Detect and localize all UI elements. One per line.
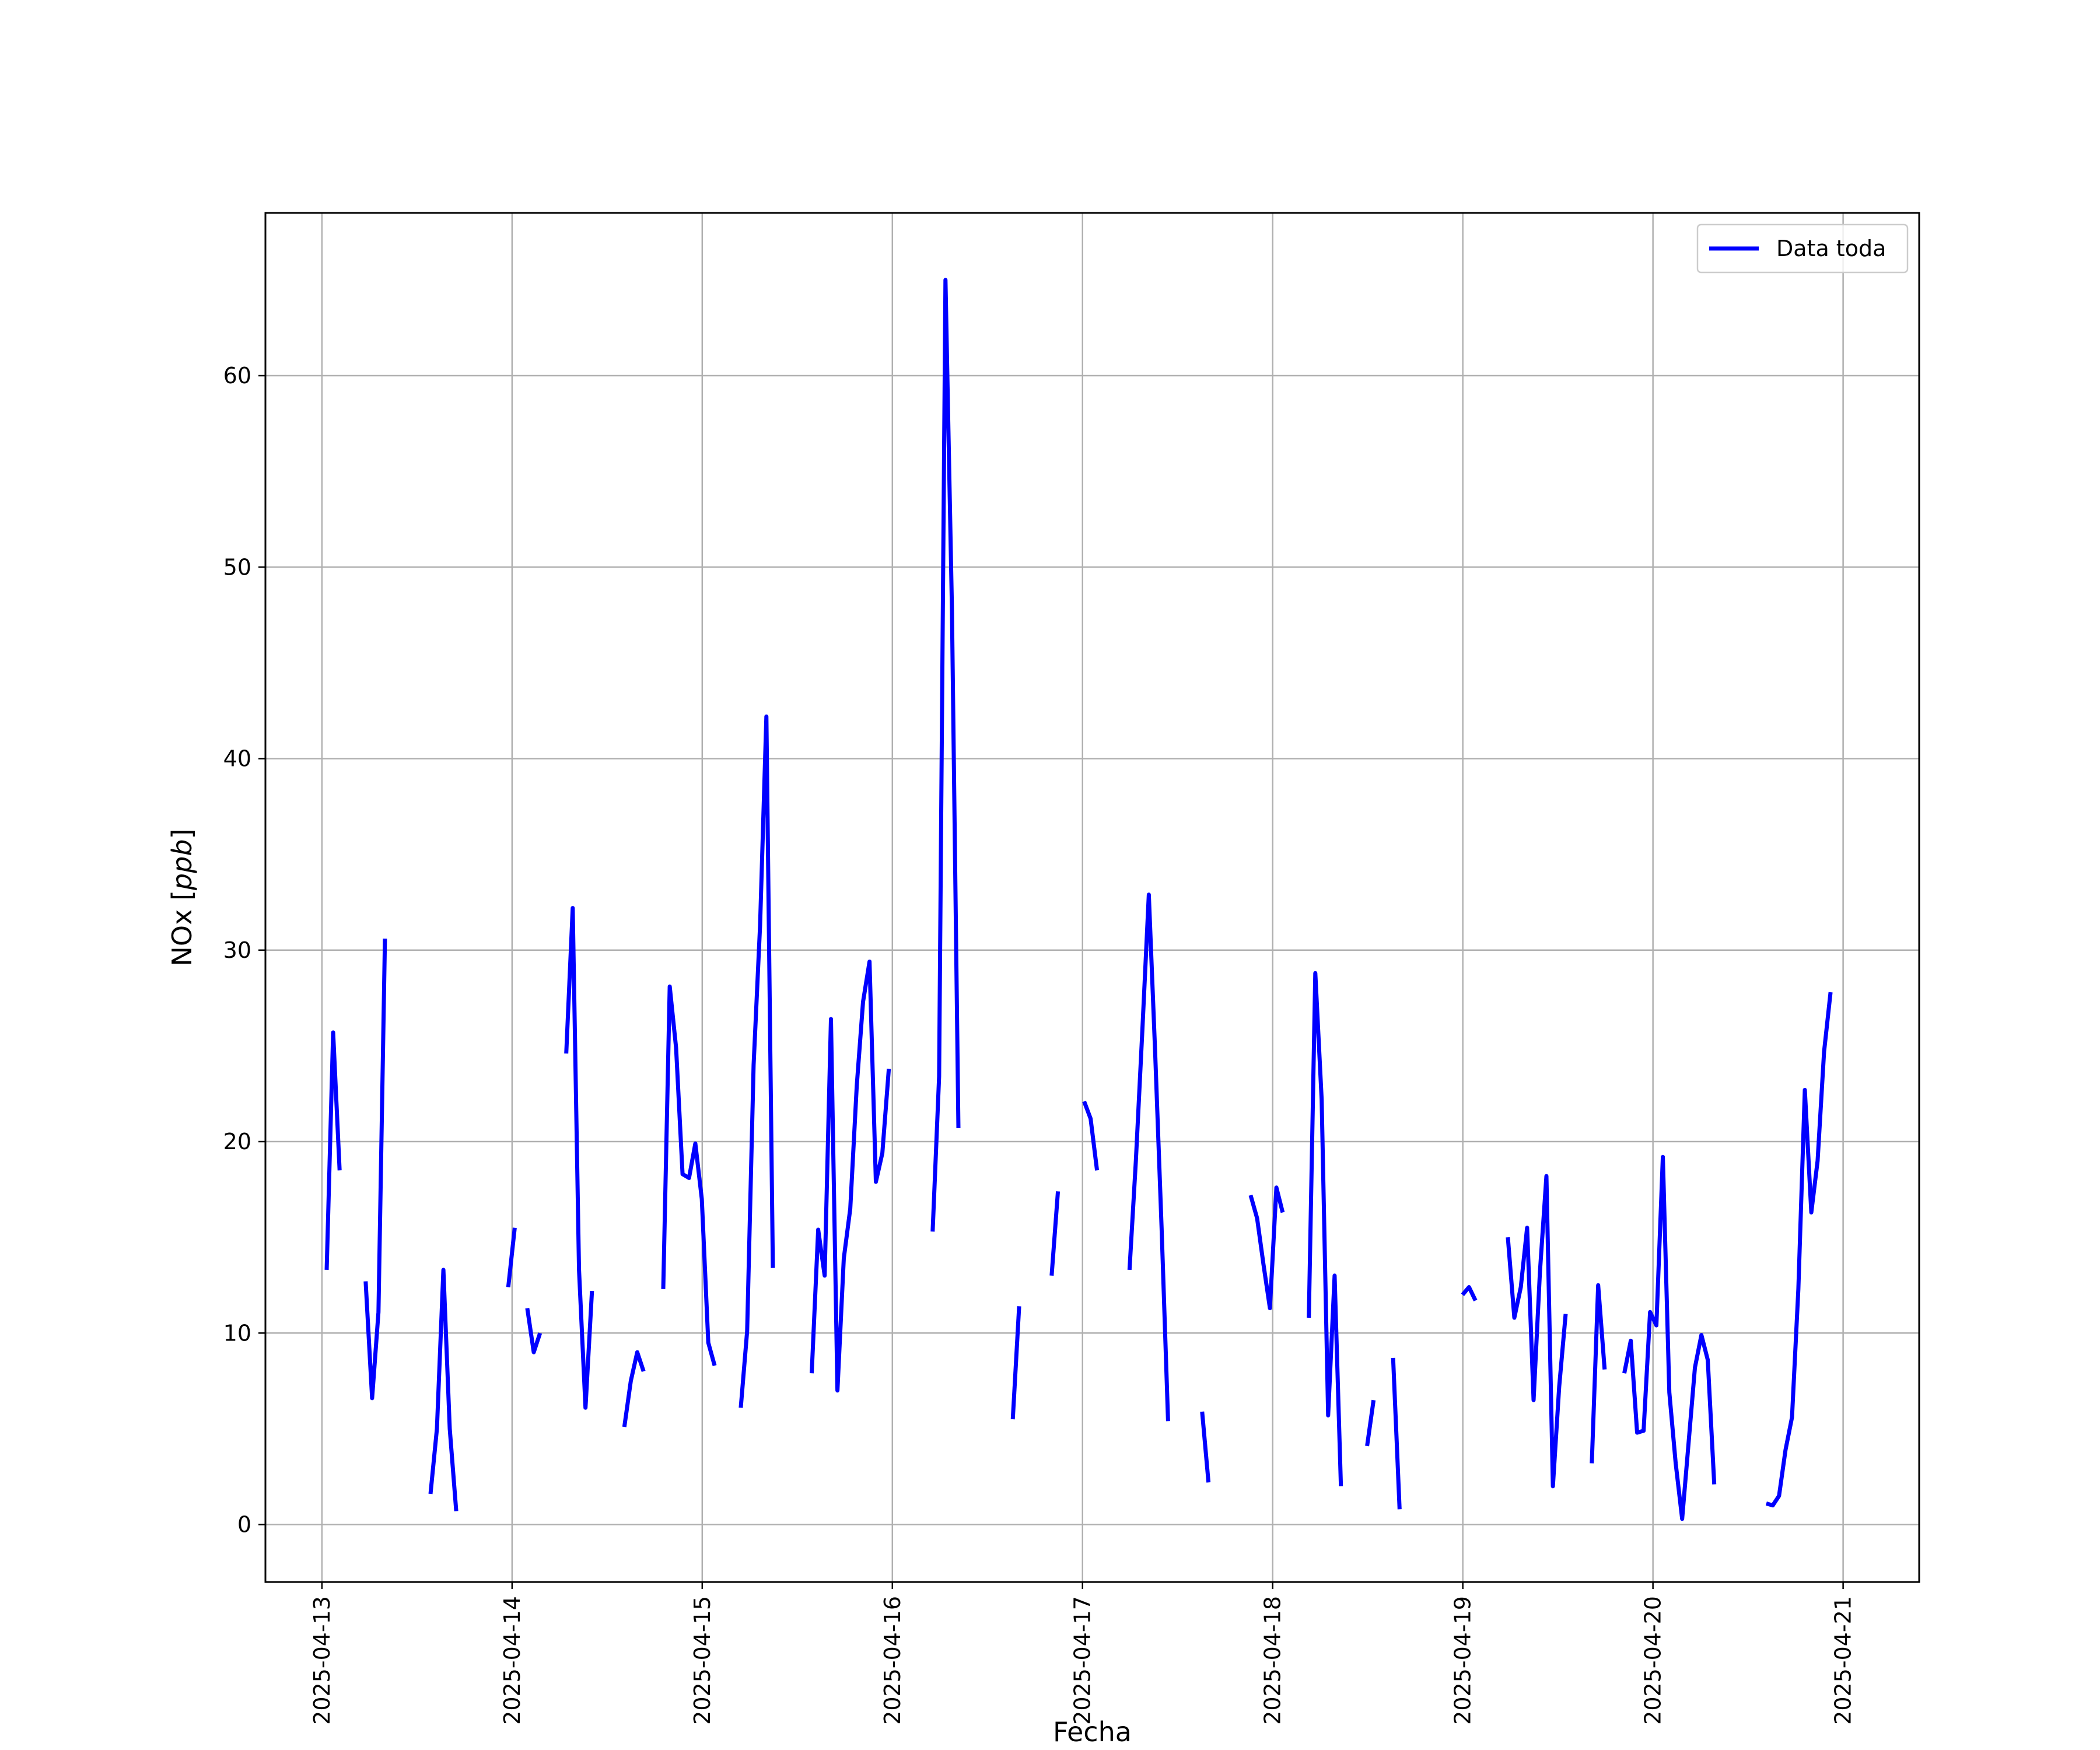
x-tick-label: 2025-04-21 bbox=[1831, 1596, 1856, 1725]
series-line-segment bbox=[1391, 1357, 1402, 1510]
series-line-segment bbox=[506, 1227, 517, 1287]
series-line-segment bbox=[1590, 1283, 1607, 1464]
series-line-segment bbox=[1082, 1100, 1100, 1171]
x-tick-label: 2025-04-19 bbox=[1450, 1596, 1476, 1725]
y-axis: 0 10 20 30 40 50 60 bbox=[223, 363, 265, 1538]
series-line-segment bbox=[1365, 1399, 1376, 1447]
series-line-segment bbox=[564, 906, 594, 1410]
y-axis-title-text: NOx bbox=[166, 901, 198, 966]
legend-box bbox=[1696, 223, 1909, 274]
x-tick-label: 2025-04-18 bbox=[1260, 1596, 1286, 1725]
plot-frame bbox=[264, 212, 1920, 1583]
y-tick-label: 20 bbox=[223, 1129, 251, 1154]
series-line-segment bbox=[1506, 1174, 1568, 1489]
series-line-segment bbox=[428, 1268, 459, 1511]
series-line-segment bbox=[1010, 1306, 1021, 1420]
series-line-segment bbox=[363, 939, 387, 1401]
series-line-segment bbox=[622, 1350, 646, 1427]
x-tick-label: 2025-04-13 bbox=[309, 1596, 335, 1725]
y-axis-title-unit: ppb bbox=[166, 839, 198, 891]
y-tick-label: 60 bbox=[223, 363, 251, 388]
y-tick-label: 50 bbox=[223, 554, 251, 580]
series-line-segment bbox=[1248, 1185, 1285, 1311]
series-line-segment bbox=[1622, 1154, 1717, 1521]
series-line-segment bbox=[1765, 992, 1833, 1508]
series-line-segment bbox=[930, 278, 961, 1232]
y-tick-label: 40 bbox=[223, 746, 251, 772]
y-tick-label: 10 bbox=[223, 1320, 251, 1346]
y-axis-title: NOx [ppb] bbox=[166, 829, 198, 967]
y-tick-label: 0 bbox=[237, 1512, 251, 1538]
series-line-segment bbox=[1200, 1411, 1211, 1483]
legend-label: Data toda bbox=[1776, 236, 1886, 261]
x-tick-label: 2025-04-16 bbox=[880, 1596, 905, 1725]
data-series bbox=[324, 278, 1833, 1521]
x-axis-title: Fecha bbox=[1053, 1716, 1132, 1748]
x-tick-label: 2025-04-14 bbox=[499, 1596, 525, 1725]
x-tick-label: 2025-04-20 bbox=[1640, 1596, 1666, 1725]
x-tick-label: 2025-04-15 bbox=[690, 1596, 715, 1725]
series-line-segment bbox=[525, 1308, 542, 1354]
series-line-segment bbox=[324, 1030, 342, 1270]
legend: Data toda bbox=[1696, 223, 1909, 274]
y-tick-label: 30 bbox=[223, 937, 251, 963]
series-line-segment bbox=[1049, 1191, 1060, 1276]
series-line-segment bbox=[1307, 971, 1343, 1487]
x-tick-label: 2025-04-17 bbox=[1070, 1596, 1096, 1725]
grid bbox=[265, 213, 1919, 1582]
series-line-segment bbox=[1127, 892, 1170, 1422]
series-line-segment bbox=[738, 714, 775, 1408]
series-line-segment bbox=[661, 984, 717, 1367]
series-line-segment bbox=[810, 960, 891, 1393]
x-axis: 2025-04-13 2025-04-14 2025-04-15 2025-04-16… bbox=[309, 1582, 1856, 1725]
series-line-segment bbox=[1461, 1285, 1478, 1302]
